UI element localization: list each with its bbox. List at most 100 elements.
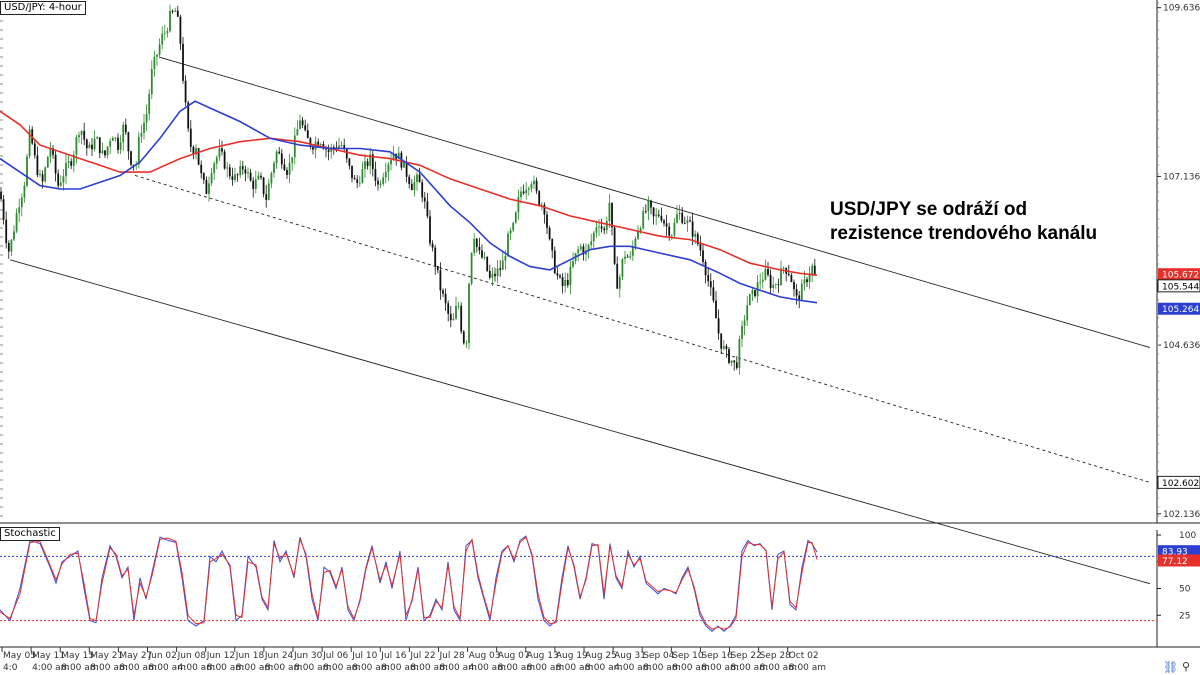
- time-label: 4:00 am: [178, 663, 215, 673]
- candle-body: [548, 227, 551, 240]
- candle-body: [514, 212, 517, 223]
- candle-body: [442, 290, 444, 294]
- candle-body: [408, 176, 411, 184]
- chart-title: USD/JPY: 4-hour: [0, 1, 86, 15]
- candle-body: [301, 120, 304, 126]
- candle-body: [117, 137, 119, 150]
- time-label: 8:00 am: [440, 663, 477, 673]
- candle-body: [449, 313, 452, 321]
- candle-body: [759, 281, 762, 283]
- link-icon[interactable]: ⛓: [1163, 660, 1179, 674]
- candle-body: [761, 279, 764, 282]
- candle-body: [171, 10, 174, 12]
- candle-body: [465, 342, 468, 344]
- candle-body: [140, 133, 143, 137]
- candle-body: [101, 150, 104, 154]
- candle-body: [598, 226, 600, 228]
- candle-body: [72, 154, 75, 166]
- channel-upper-line: [159, 56, 1151, 348]
- candle-body: [504, 256, 507, 261]
- candle-body: [275, 151, 278, 164]
- candle-body: [647, 200, 650, 212]
- candle-body: [501, 260, 504, 270]
- price-tick-label: 109.636: [1163, 4, 1200, 14]
- candle-body: [364, 161, 366, 169]
- moving-averages: [0, 100, 818, 304]
- candle-body: [262, 177, 265, 195]
- price-tag-box: [1158, 268, 1200, 281]
- date-label: May 27: [119, 651, 152, 661]
- date-label: Jun 02: [148, 651, 177, 661]
- stochastic-tag-label: 83.93: [1162, 548, 1188, 558]
- candle-body: [98, 137, 101, 154]
- candle-body: [20, 197, 23, 208]
- candle-body: [132, 164, 135, 166]
- pin-icon[interactable]: ⚲: [1182, 660, 1191, 673]
- time-label: 8:00 am: [789, 663, 826, 673]
- time-axis: May 05 4:0 May 11 4:00 am May 15 8:00 am May 2…: [1, 647, 826, 673]
- date-label: Jul 28: [439, 651, 465, 661]
- candle-body: [491, 273, 494, 278]
- candle-body: [730, 360, 733, 363]
- candle-body: [239, 166, 242, 176]
- candle-body: [483, 256, 486, 258]
- candle-body: [577, 249, 580, 254]
- price-tag-box: [1157, 475, 1200, 489]
- time-label: 8:00 am: [731, 663, 768, 673]
- candle-body: [153, 56, 156, 69]
- candle-body: [691, 221, 694, 237]
- date-label: Aug 25: [585, 651, 617, 661]
- candle-body: [733, 360, 736, 363]
- candle-body: [556, 273, 559, 276]
- date-label: Jul 16: [380, 651, 406, 661]
- date-label: Jun 24: [264, 651, 294, 661]
- time-label: 8:00 am: [294, 663, 331, 673]
- candle-body: [18, 207, 21, 213]
- moving-average-red: [0, 110, 818, 276]
- candle-body: [678, 212, 681, 215]
- candle-body: [686, 220, 689, 224]
- candle-body: [712, 287, 715, 301]
- date-label: Oct 02: [789, 651, 819, 661]
- candle-body: [377, 180, 379, 185]
- candle-body: [455, 305, 457, 319]
- candle-body: [2, 199, 5, 220]
- candle-body: [488, 270, 491, 278]
- candle-body: [343, 145, 346, 150]
- candle-body: [652, 207, 655, 217]
- time-label: 8:00 am: [61, 663, 98, 673]
- candle-body: [166, 31, 169, 34]
- candle-body: [182, 43, 184, 81]
- date-label: Sep 04: [643, 651, 675, 661]
- candle-body: [280, 153, 283, 165]
- candle-body: [353, 178, 356, 180]
- date-label: Sep 10: [672, 651, 704, 661]
- candle-body: [10, 239, 13, 252]
- candle-body: [241, 166, 244, 170]
- candle-body: [184, 80, 187, 103]
- candle-body: [444, 293, 447, 304]
- candle-body: [595, 227, 598, 233]
- candle-body: [36, 155, 39, 176]
- candle-body: [158, 44, 161, 55]
- candle-body: [460, 305, 463, 332]
- candle-body: [202, 173, 205, 181]
- price-tick-label: 107.136: [1163, 172, 1200, 182]
- stochastic-tag-box: [1158, 554, 1200, 567]
- stochastic-tick-label: 100: [1179, 531, 1196, 541]
- date-label: Aug 31: [614, 651, 646, 661]
- candle-body: [356, 179, 359, 183]
- candle-body: [358, 182, 361, 184]
- candle-body: [96, 137, 99, 139]
- candle-body: [114, 137, 117, 139]
- time-label: 8:00 am: [672, 663, 709, 673]
- time-label: 8:00 am: [556, 663, 593, 673]
- candle-body: [236, 174, 239, 176]
- stochastic-tick-label: 50: [1179, 585, 1191, 595]
- candle-body: [468, 283, 470, 343]
- candle-body: [546, 214, 548, 228]
- candle-body: [317, 141, 320, 145]
- time-label: 8:00 am: [119, 663, 156, 673]
- candle-body: [252, 180, 255, 189]
